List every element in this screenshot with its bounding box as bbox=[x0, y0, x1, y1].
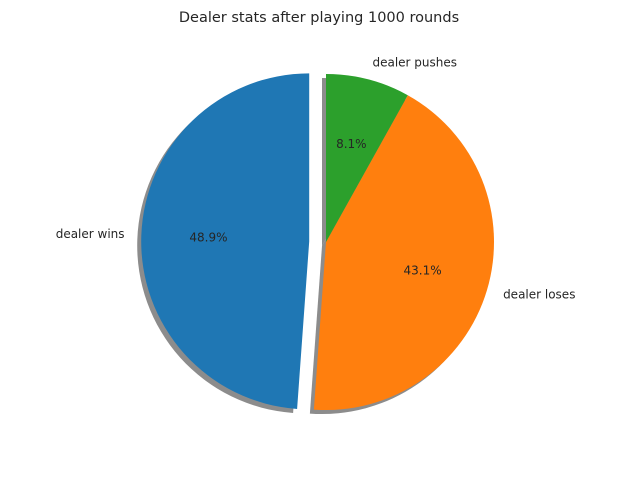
pie-slice-dealer-pushes bbox=[326, 74, 408, 242]
slice-percent-dealer-loses: 43.1% bbox=[404, 263, 442, 277]
pie-slice-layer bbox=[141, 73, 495, 410]
slice-label-dealer-wins: dealer wins bbox=[56, 227, 125, 241]
slice-label-dealer-loses: dealer loses bbox=[503, 287, 575, 301]
slice-percent-dealer-wins: 48.9% bbox=[189, 230, 227, 244]
pie-slice-dealer-wins bbox=[141, 73, 310, 409]
pie-slice-dealer-loses bbox=[313, 95, 495, 410]
chart-title: Dealer stats after playing 1000 rounds bbox=[179, 10, 459, 26]
pie-label-layer: dealer wins 48.9% dealer loses 43.1% dealer … bbox=[56, 56, 576, 302]
slice-label-dealer-pushes: dealer pushes bbox=[372, 56, 457, 70]
slice-percent-dealer-pushes: 8.1% bbox=[336, 137, 367, 151]
